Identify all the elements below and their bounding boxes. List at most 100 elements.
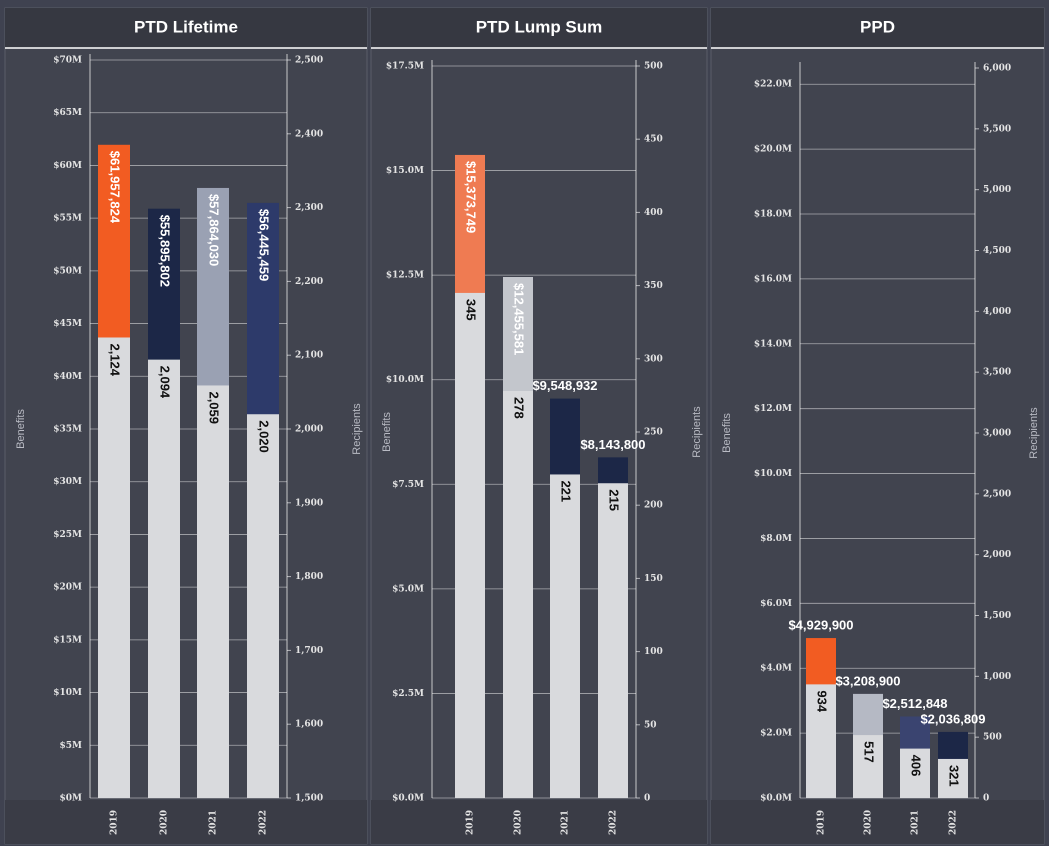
- benefit-label: $61,957,824: [108, 151, 123, 224]
- panel-header: [5, 8, 367, 48]
- y-tick-label: $35M: [53, 425, 82, 435]
- x-axis-strip: [711, 800, 1044, 844]
- y-tick-label: $2.5M: [392, 689, 424, 699]
- y2-tick-label: 150: [644, 574, 663, 584]
- recipient-bar: [853, 735, 883, 798]
- y2-axis-title: Recipients: [351, 403, 363, 455]
- y-tick-label: $5M: [60, 741, 83, 751]
- y-tick-label: $5.0M: [392, 584, 424, 594]
- x-tick-label: 2019: [110, 810, 120, 835]
- benefit-label: $57,864,030: [207, 194, 222, 266]
- recipient-bar: [598, 483, 628, 798]
- y2-tick-label: 1,900: [295, 498, 323, 508]
- y2-tick-label: 250: [644, 428, 663, 438]
- y-tick-label: $70M: [53, 56, 82, 66]
- y-tick-label: $16.0M: [754, 274, 792, 284]
- y-tick-label: $4.0M: [760, 664, 792, 674]
- y-tick-label: $2.0M: [760, 729, 792, 739]
- y2-tick-label: 2,400: [295, 129, 323, 139]
- benefit-label: $8,143,800: [580, 437, 645, 452]
- recipient-bar: [98, 337, 130, 798]
- y2-tick-label: 2,000: [983, 550, 1011, 560]
- y-tick-label: $18.0M: [754, 210, 792, 220]
- benefit-label: $3,208,900: [835, 673, 900, 688]
- y-tick-label: $55M: [53, 214, 82, 224]
- recipient-label: 215: [607, 489, 622, 511]
- y2-tick-label: 2,500: [295, 56, 323, 66]
- x-tick-label: 2021: [561, 810, 571, 835]
- benefit-label: $56,445,459: [257, 209, 272, 281]
- y2-tick-label: 0: [644, 794, 650, 804]
- y-tick-label: $8.0M: [760, 534, 792, 544]
- recipient-label: 221: [559, 480, 574, 502]
- recipient-bar: [806, 684, 836, 798]
- recipient-bar: [197, 385, 229, 798]
- y2-tick-label: 500: [644, 62, 663, 72]
- y2-tick-label: 350: [644, 281, 663, 291]
- recipient-label: 2,059: [207, 391, 222, 424]
- y2-tick-label: 2,000: [295, 425, 323, 435]
- benefit-label: $4,929,900: [788, 617, 853, 632]
- recipient-label: 321: [947, 765, 962, 787]
- x-tick-label: 2021: [911, 810, 921, 835]
- recipient-label: 406: [909, 755, 924, 777]
- y2-axis-title: Recipients: [1028, 407, 1040, 459]
- recipient-bar: [503, 391, 533, 798]
- y-tick-label: $0.0M: [760, 794, 792, 804]
- y2-tick-label: 1,500: [295, 794, 323, 804]
- y-tick-label: $65M: [53, 108, 82, 118]
- y2-tick-label: 50: [644, 720, 657, 730]
- y2-tick-label: 2,100: [295, 351, 323, 361]
- y-tick-label: $17.5M: [386, 62, 424, 72]
- y2-tick-label: 2,300: [295, 203, 323, 213]
- x-axis-strip: [371, 800, 707, 844]
- y2-tick-label: 300: [644, 354, 663, 364]
- y-tick-label: $30M: [53, 477, 82, 487]
- y-tick-label: $40M: [53, 372, 82, 382]
- x-tick-label: 2021: [209, 810, 219, 835]
- y2-tick-label: 450: [644, 135, 663, 145]
- y-tick-label: $10M: [53, 688, 82, 698]
- recipient-bar: [550, 474, 580, 798]
- benefit-label: $12,455,581: [512, 283, 527, 355]
- y2-tick-label: 200: [644, 501, 663, 511]
- recipient-bar: [900, 748, 930, 798]
- y2-tick-label: 6,000: [983, 64, 1011, 74]
- y2-tick-label: 0: [983, 794, 989, 804]
- y2-tick-label: 3,500: [983, 368, 1011, 378]
- x-tick-label: 2019: [817, 810, 827, 835]
- y2-tick-label: 5,500: [983, 124, 1011, 134]
- y-tick-label: $12.0M: [754, 404, 792, 414]
- x-tick-label: 2022: [609, 810, 619, 835]
- recipient-bar: [938, 758, 968, 798]
- y-tick-label: $12.5M: [386, 271, 424, 281]
- recipient-label: 278: [512, 397, 527, 419]
- y2-tick-label: 4,000: [983, 307, 1011, 317]
- y-tick-label: $0.0M: [392, 794, 424, 804]
- x-axis-strip: [5, 800, 367, 844]
- y2-tick-label: 100: [644, 647, 663, 657]
- y-tick-label: $0M: [60, 794, 83, 804]
- panel: [370, 7, 708, 845]
- recipient-label: 345: [464, 299, 479, 321]
- panel-header: [371, 8, 707, 48]
- y-axis-title: Benefits: [15, 409, 27, 449]
- recipient-bar: [455, 292, 485, 798]
- y2-tick-label: 1,700: [295, 646, 323, 656]
- benefit-label: $2,036,809: [920, 711, 985, 726]
- benefit-label: $55,895,802: [158, 215, 173, 287]
- y-tick-label: $10.0M: [754, 469, 792, 479]
- y2-tick-label: 1,500: [983, 611, 1011, 621]
- recipient-bar: [148, 359, 180, 798]
- y2-tick-label: 2,500: [983, 489, 1011, 499]
- benefit-label: $9,548,932: [532, 378, 597, 393]
- y2-tick-label: 1,800: [295, 572, 323, 582]
- y2-tick-label: 1,000: [983, 672, 1011, 682]
- recipient-label: 2,020: [257, 420, 272, 453]
- x-tick-label: 2020: [864, 810, 874, 835]
- recipient-label: 2,094: [158, 366, 173, 399]
- benefit-label: $2,512,848: [882, 696, 947, 711]
- y-tick-label: $45M: [53, 319, 82, 329]
- y-tick-label: $25M: [53, 530, 82, 540]
- y-tick-label: $22.0M: [754, 80, 792, 90]
